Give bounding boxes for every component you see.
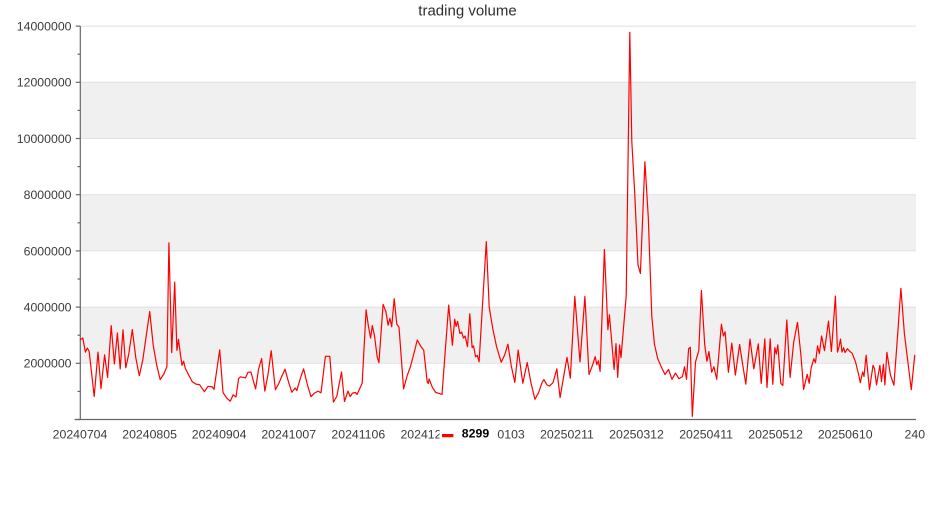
svg-text:20241106: 20241106 — [331, 428, 385, 442]
svg-text:20250312: 20250312 — [609, 428, 664, 442]
svg-text:8000000: 8000000 — [24, 188, 72, 202]
svg-text:20250512: 20250512 — [748, 428, 803, 442]
svg-text:20241007: 20241007 — [261, 428, 316, 442]
svg-text:10000000: 10000000 — [17, 132, 72, 146]
svg-text:20250610: 20250610 — [818, 428, 873, 442]
svg-text:20240904: 20240904 — [192, 428, 247, 442]
svg-text:20250211: 20250211 — [540, 428, 594, 442]
svg-text:12000000: 12000000 — [17, 76, 72, 90]
svg-text:20250411: 20250411 — [679, 428, 733, 442]
svg-text:20240704: 20240704 — [53, 428, 108, 442]
svg-text:6000000: 6000000 — [24, 244, 72, 258]
svg-text:14000000: 14000000 — [17, 20, 72, 34]
svg-text:8299: 8299 — [462, 427, 490, 441]
svg-text:4000000: 4000000 — [24, 301, 72, 315]
svg-text:20240805: 20240805 — [122, 428, 177, 442]
svg-text:2000000: 2000000 — [24, 357, 72, 371]
svg-text:240: 240 — [905, 428, 926, 442]
svg-text:trading volume: trading volume — [418, 2, 516, 19]
